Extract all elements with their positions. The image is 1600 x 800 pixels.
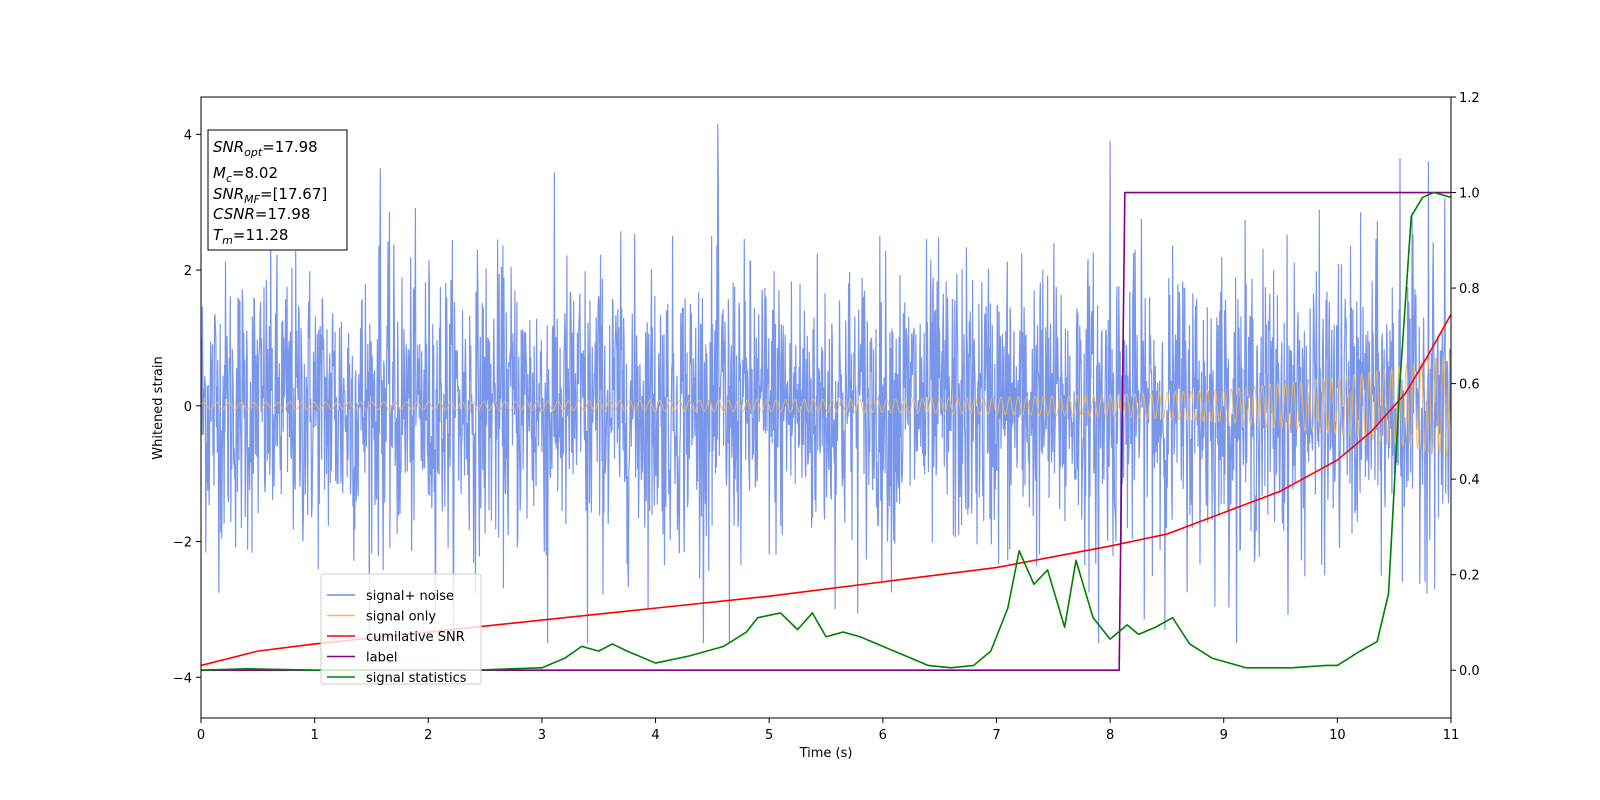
plot-frame — [200, 96, 1452, 719]
series-signal-only — [201, 354, 1451, 456]
snr-mf-annotation: SNRMF=[17.67] — [213, 185, 327, 206]
x-tick-label: 10 — [1329, 728, 1346, 743]
x-tick-label: 6 — [879, 728, 887, 743]
snr-opt-annotation: SNRopt=17.98 — [213, 138, 318, 159]
x-tick-label: 11 — [1443, 728, 1460, 743]
legend-entry: signal only — [366, 610, 436, 625]
y-axis-right: 0.0 0.2 0.4 0.6 0.8 1.0 1.2 — [1451, 91, 1480, 679]
y-axis-label: Whitened strain — [151, 356, 166, 459]
csnr-annotation: CSNR=17.98 — [213, 205, 310, 223]
y-right-tick-label: 1.2 — [1459, 91, 1480, 106]
y-right-tick-label: 0.6 — [1459, 378, 1480, 393]
y-left-tick-label: 0 — [184, 400, 192, 415]
x-tick-label: 9 — [1220, 728, 1228, 743]
x-tick-label: 2 — [424, 728, 432, 743]
x-tick-label: 3 — [538, 728, 546, 743]
x-axis: 0 1 2 3 4 5 6 7 8 9 10 11 — [197, 718, 1459, 743]
x-tick-label: 0 — [197, 728, 205, 743]
y-axis-left: −4 −2 0 2 4 — [173, 128, 201, 686]
y-right-tick-label: 0.8 — [1459, 282, 1480, 297]
legend-entry: cumilative SNR — [366, 630, 465, 645]
y-right-tick-label: 0.2 — [1459, 569, 1480, 584]
legend: signal+ noise signal only cumilative SNR la… — [320, 573, 482, 686]
x-tick-label: 5 — [765, 728, 773, 743]
y-right-tick-label: 0.4 — [1459, 473, 1480, 488]
x-tick-label: 8 — [1106, 728, 1114, 743]
y-left-tick-label: 4 — [184, 128, 192, 143]
y-left-tick-label: 2 — [184, 264, 192, 279]
y-right-tick-label: 1.0 — [1459, 187, 1480, 202]
mc-annotation: Mc=8.02 — [213, 164, 278, 185]
x-tick-label: 1 — [310, 728, 318, 743]
legend-entry: signal+ noise — [366, 589, 454, 604]
legend-entry: label — [366, 651, 397, 666]
y-right-tick-label: 0.0 — [1459, 664, 1480, 679]
series-label — [201, 191, 1451, 672]
x-axis-label: Time (s) — [799, 746, 853, 761]
y-left-tick-label: −2 — [173, 536, 192, 551]
tm-annotation: Tm=11.28 — [213, 226, 288, 247]
series-signal-noise — [201, 124, 1451, 644]
series-signal-statistics — [201, 191, 1451, 672]
annotation-box: SNRopt=17.98 Mc=8.02 SNRMF=[17.67] CSNR=… — [207, 129, 348, 251]
x-tick-label: 4 — [651, 728, 659, 743]
x-tick-label: 7 — [992, 728, 1000, 743]
legend-entry: signal statistics — [366, 671, 467, 686]
y-left-tick-label: −4 — [173, 671, 192, 686]
